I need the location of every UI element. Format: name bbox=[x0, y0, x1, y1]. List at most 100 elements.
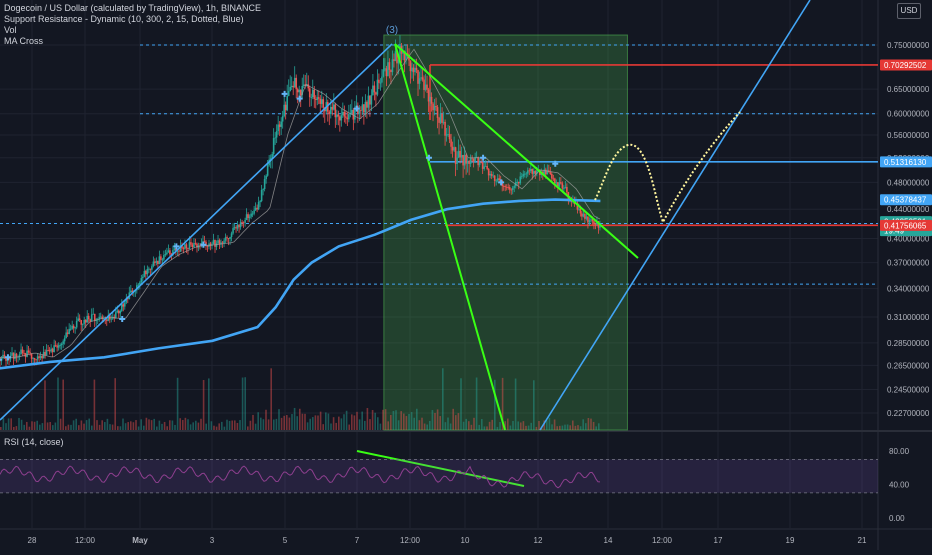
volume-bar bbox=[309, 418, 311, 430]
candle-body bbox=[373, 85, 376, 93]
volume-bar bbox=[213, 425, 215, 430]
price-tick-label: 0.75000000 bbox=[887, 41, 930, 50]
volume-bar bbox=[72, 420, 75, 430]
candle-body bbox=[444, 121, 446, 136]
price-label-countdown: 19:49 bbox=[884, 227, 905, 236]
volume-bar bbox=[65, 426, 67, 430]
candle-body bbox=[47, 349, 49, 351]
candle-body bbox=[223, 240, 225, 244]
candle-body bbox=[41, 355, 43, 359]
candle-body bbox=[522, 174, 525, 177]
volume-bar bbox=[262, 419, 265, 430]
cross-signal-marker bbox=[353, 105, 360, 112]
candle-body bbox=[594, 224, 597, 226]
candle-body bbox=[549, 172, 552, 174]
candle-body bbox=[102, 318, 105, 320]
candle-body bbox=[220, 242, 222, 245]
volume-bar bbox=[527, 425, 530, 430]
candle-body bbox=[248, 216, 251, 219]
rsi-legend[interactable]: RSI (14, close) bbox=[4, 437, 64, 447]
candle-body bbox=[302, 84, 305, 87]
candle-body bbox=[498, 178, 501, 181]
candle-body bbox=[130, 290, 132, 293]
volume-bar bbox=[231, 420, 233, 430]
candle-body bbox=[581, 213, 583, 217]
volume-bar bbox=[153, 418, 155, 430]
legend-symbol-title[interactable]: Dogecoin / US Dollar (calculated by Trad… bbox=[4, 3, 261, 13]
candle-body bbox=[32, 358, 34, 359]
candle-body bbox=[564, 186, 567, 189]
candle-body bbox=[226, 237, 228, 239]
volume-bar bbox=[174, 424, 176, 430]
volume-bar bbox=[530, 422, 532, 430]
candle-body bbox=[510, 189, 513, 191]
volume-bar bbox=[551, 424, 553, 430]
legend-indicator-support-resistance[interactable]: Support Resistance - Dynamic (10, 300, 2… bbox=[4, 14, 244, 24]
legend-indicator-vol[interactable]: Vol bbox=[4, 25, 17, 35]
candle-body bbox=[420, 77, 422, 79]
volume-bar bbox=[265, 409, 267, 430]
volume-bar bbox=[379, 423, 382, 430]
trendline-up-right bbox=[539, 0, 811, 431]
candle-body bbox=[5, 356, 7, 361]
candle-body bbox=[124, 302, 126, 307]
volume-bar bbox=[119, 426, 122, 430]
candle-body bbox=[299, 89, 302, 96]
time-tick-label: 12:00 bbox=[400, 536, 421, 545]
candle-body bbox=[414, 67, 416, 73]
candle-body bbox=[203, 241, 206, 242]
volume-bar bbox=[416, 408, 418, 430]
candle-body bbox=[391, 59, 394, 73]
volume-bar bbox=[247, 426, 249, 430]
volume-bar bbox=[41, 423, 44, 430]
volume-bar bbox=[239, 420, 241, 430]
candle-body bbox=[269, 158, 272, 160]
candle-body bbox=[298, 89, 301, 93]
volume-bar bbox=[59, 418, 62, 430]
volume-bar bbox=[161, 423, 163, 430]
candle-body bbox=[460, 155, 463, 158]
candle-body bbox=[72, 325, 75, 329]
volume-bar bbox=[397, 420, 400, 430]
candle-body bbox=[38, 356, 40, 358]
volume-bar bbox=[421, 417, 423, 430]
price-tick-label: 0.31000000 bbox=[887, 313, 930, 322]
candle-body bbox=[465, 154, 467, 164]
volume-bar bbox=[496, 426, 499, 430]
volume-bar bbox=[283, 415, 285, 430]
volume-bar bbox=[127, 422, 129, 430]
candle-body bbox=[496, 178, 499, 181]
currency-badge[interactable]: USD bbox=[897, 3, 921, 19]
legend-indicator-ma-cross[interactable]: MA Cross bbox=[4, 36, 44, 46]
candle-body bbox=[250, 213, 252, 217]
candle-body bbox=[107, 315, 110, 321]
volume-bar bbox=[559, 425, 561, 430]
volume-bar bbox=[595, 426, 597, 430]
time-tick-label: 12:00 bbox=[75, 536, 96, 545]
volume-bar bbox=[533, 380, 535, 430]
volume-bar bbox=[577, 425, 579, 430]
candle-body bbox=[345, 116, 347, 118]
candle-body bbox=[418, 78, 421, 84]
candle-body bbox=[385, 68, 388, 77]
candle-body bbox=[80, 320, 82, 325]
volume-bar bbox=[330, 423, 332, 430]
candle-body bbox=[256, 207, 258, 210]
volume-bar bbox=[88, 418, 90, 430]
volume-bar bbox=[18, 417, 20, 430]
candle-body bbox=[364, 101, 367, 113]
volume-bar bbox=[132, 422, 135, 430]
candle-body bbox=[81, 323, 84, 325]
chart-legend: Dogecoin / US Dollar (calculated by Trad… bbox=[4, 3, 261, 47]
candle-body bbox=[339, 116, 341, 121]
time-tick-label: 21 bbox=[858, 536, 867, 545]
candle-body bbox=[54, 345, 57, 347]
candle-body bbox=[125, 298, 128, 303]
volume-bar bbox=[299, 408, 301, 430]
volume-bar bbox=[280, 417, 283, 430]
volume-bar bbox=[70, 424, 72, 430]
candle-body bbox=[346, 117, 349, 120]
candle-body bbox=[179, 245, 182, 252]
